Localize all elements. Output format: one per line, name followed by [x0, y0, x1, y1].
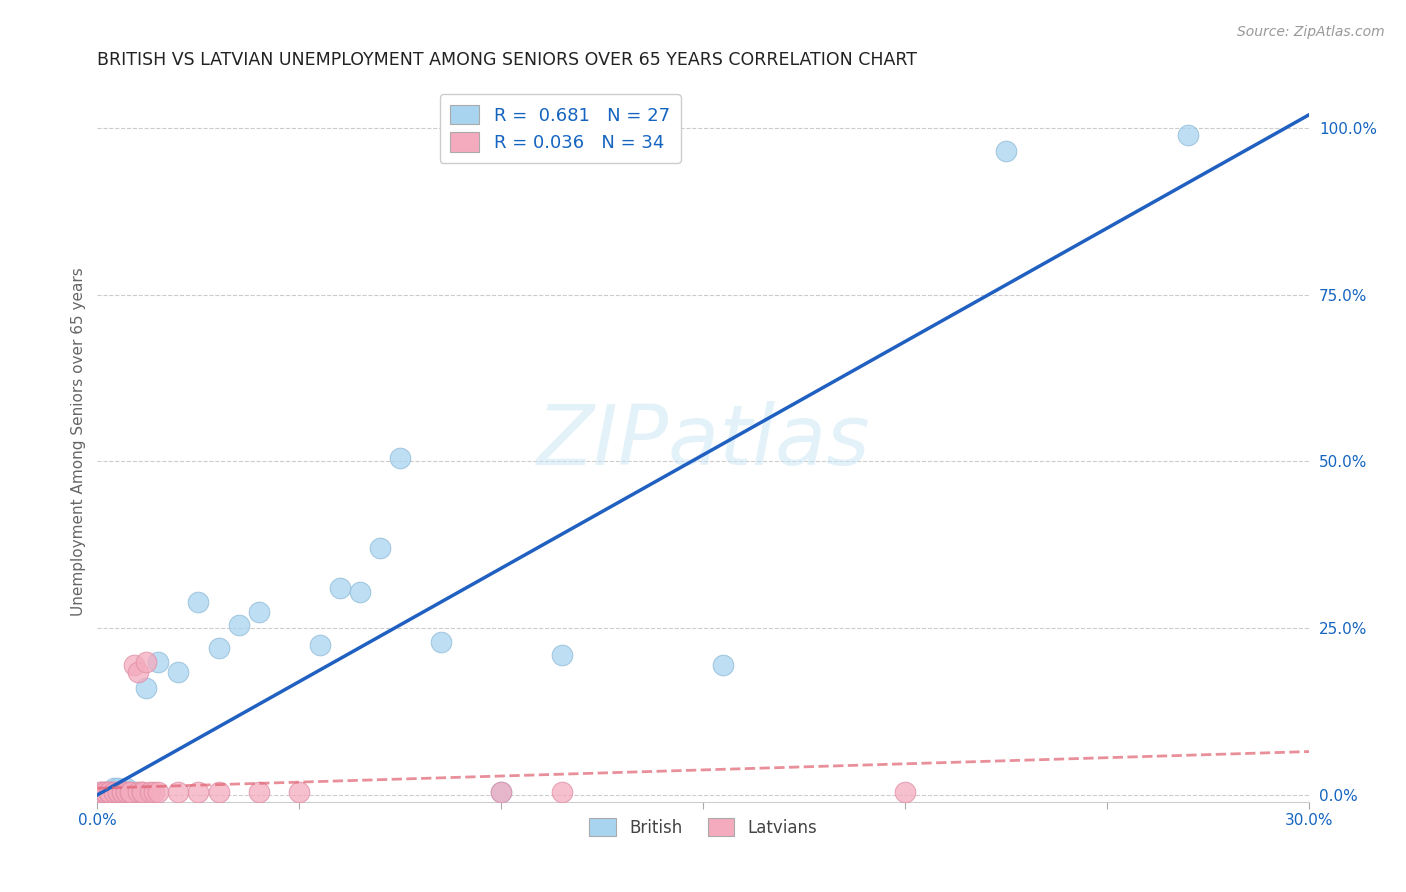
Point	[90, 784, 112, 798]
Point	[98, 784, 121, 798]
Point	[110, 784, 132, 798]
Legend: British, Latvians: British, Latvians	[582, 812, 824, 844]
Point	[329, 581, 352, 595]
Point	[90, 784, 112, 798]
Point	[207, 784, 229, 798]
Point	[103, 784, 125, 798]
Point	[127, 665, 149, 679]
Point	[122, 657, 145, 672]
Point	[995, 145, 1018, 159]
Point	[308, 638, 330, 652]
Point	[142, 784, 165, 798]
Point	[135, 655, 157, 669]
Y-axis label: Unemployment Among Seniors over 65 years: Unemployment Among Seniors over 65 years	[72, 267, 86, 615]
Point	[491, 784, 513, 798]
Point	[122, 784, 145, 798]
Point	[247, 605, 270, 619]
Point	[368, 541, 391, 556]
Point	[110, 784, 132, 798]
Point	[139, 784, 162, 798]
Point	[389, 451, 412, 466]
Point	[135, 681, 157, 696]
Point	[146, 784, 169, 798]
Point	[114, 781, 136, 796]
Point	[131, 784, 153, 798]
Point	[98, 784, 121, 798]
Point	[94, 784, 117, 798]
Point	[118, 784, 141, 798]
Point	[110, 784, 132, 798]
Point	[167, 665, 190, 679]
Point	[107, 784, 129, 798]
Point	[429, 634, 451, 648]
Point	[103, 781, 125, 796]
Point	[207, 641, 229, 656]
Point	[107, 784, 129, 798]
Point	[187, 784, 209, 798]
Point	[98, 784, 121, 798]
Point	[247, 784, 270, 798]
Point	[288, 784, 311, 798]
Point	[228, 618, 250, 632]
Point	[94, 784, 117, 798]
Point	[491, 784, 513, 798]
Text: Source: ZipAtlas.com: Source: ZipAtlas.com	[1237, 25, 1385, 39]
Point	[98, 784, 121, 798]
Point	[94, 784, 117, 798]
Point	[118, 784, 141, 798]
Point	[114, 784, 136, 798]
Point	[713, 657, 735, 672]
Point	[167, 784, 190, 798]
Point	[1177, 128, 1199, 142]
Point	[551, 784, 574, 798]
Point	[131, 784, 153, 798]
Point	[187, 594, 209, 608]
Text: ZIPatlas: ZIPatlas	[537, 401, 870, 482]
Point	[107, 781, 129, 796]
Point	[90, 784, 112, 798]
Point	[118, 784, 141, 798]
Point	[894, 784, 917, 798]
Point	[551, 648, 574, 662]
Text: BRITISH VS LATVIAN UNEMPLOYMENT AMONG SENIORS OVER 65 YEARS CORRELATION CHART: BRITISH VS LATVIAN UNEMPLOYMENT AMONG SE…	[97, 51, 917, 69]
Point	[114, 784, 136, 798]
Point	[146, 655, 169, 669]
Point	[349, 584, 371, 599]
Point	[127, 784, 149, 798]
Point	[103, 784, 125, 798]
